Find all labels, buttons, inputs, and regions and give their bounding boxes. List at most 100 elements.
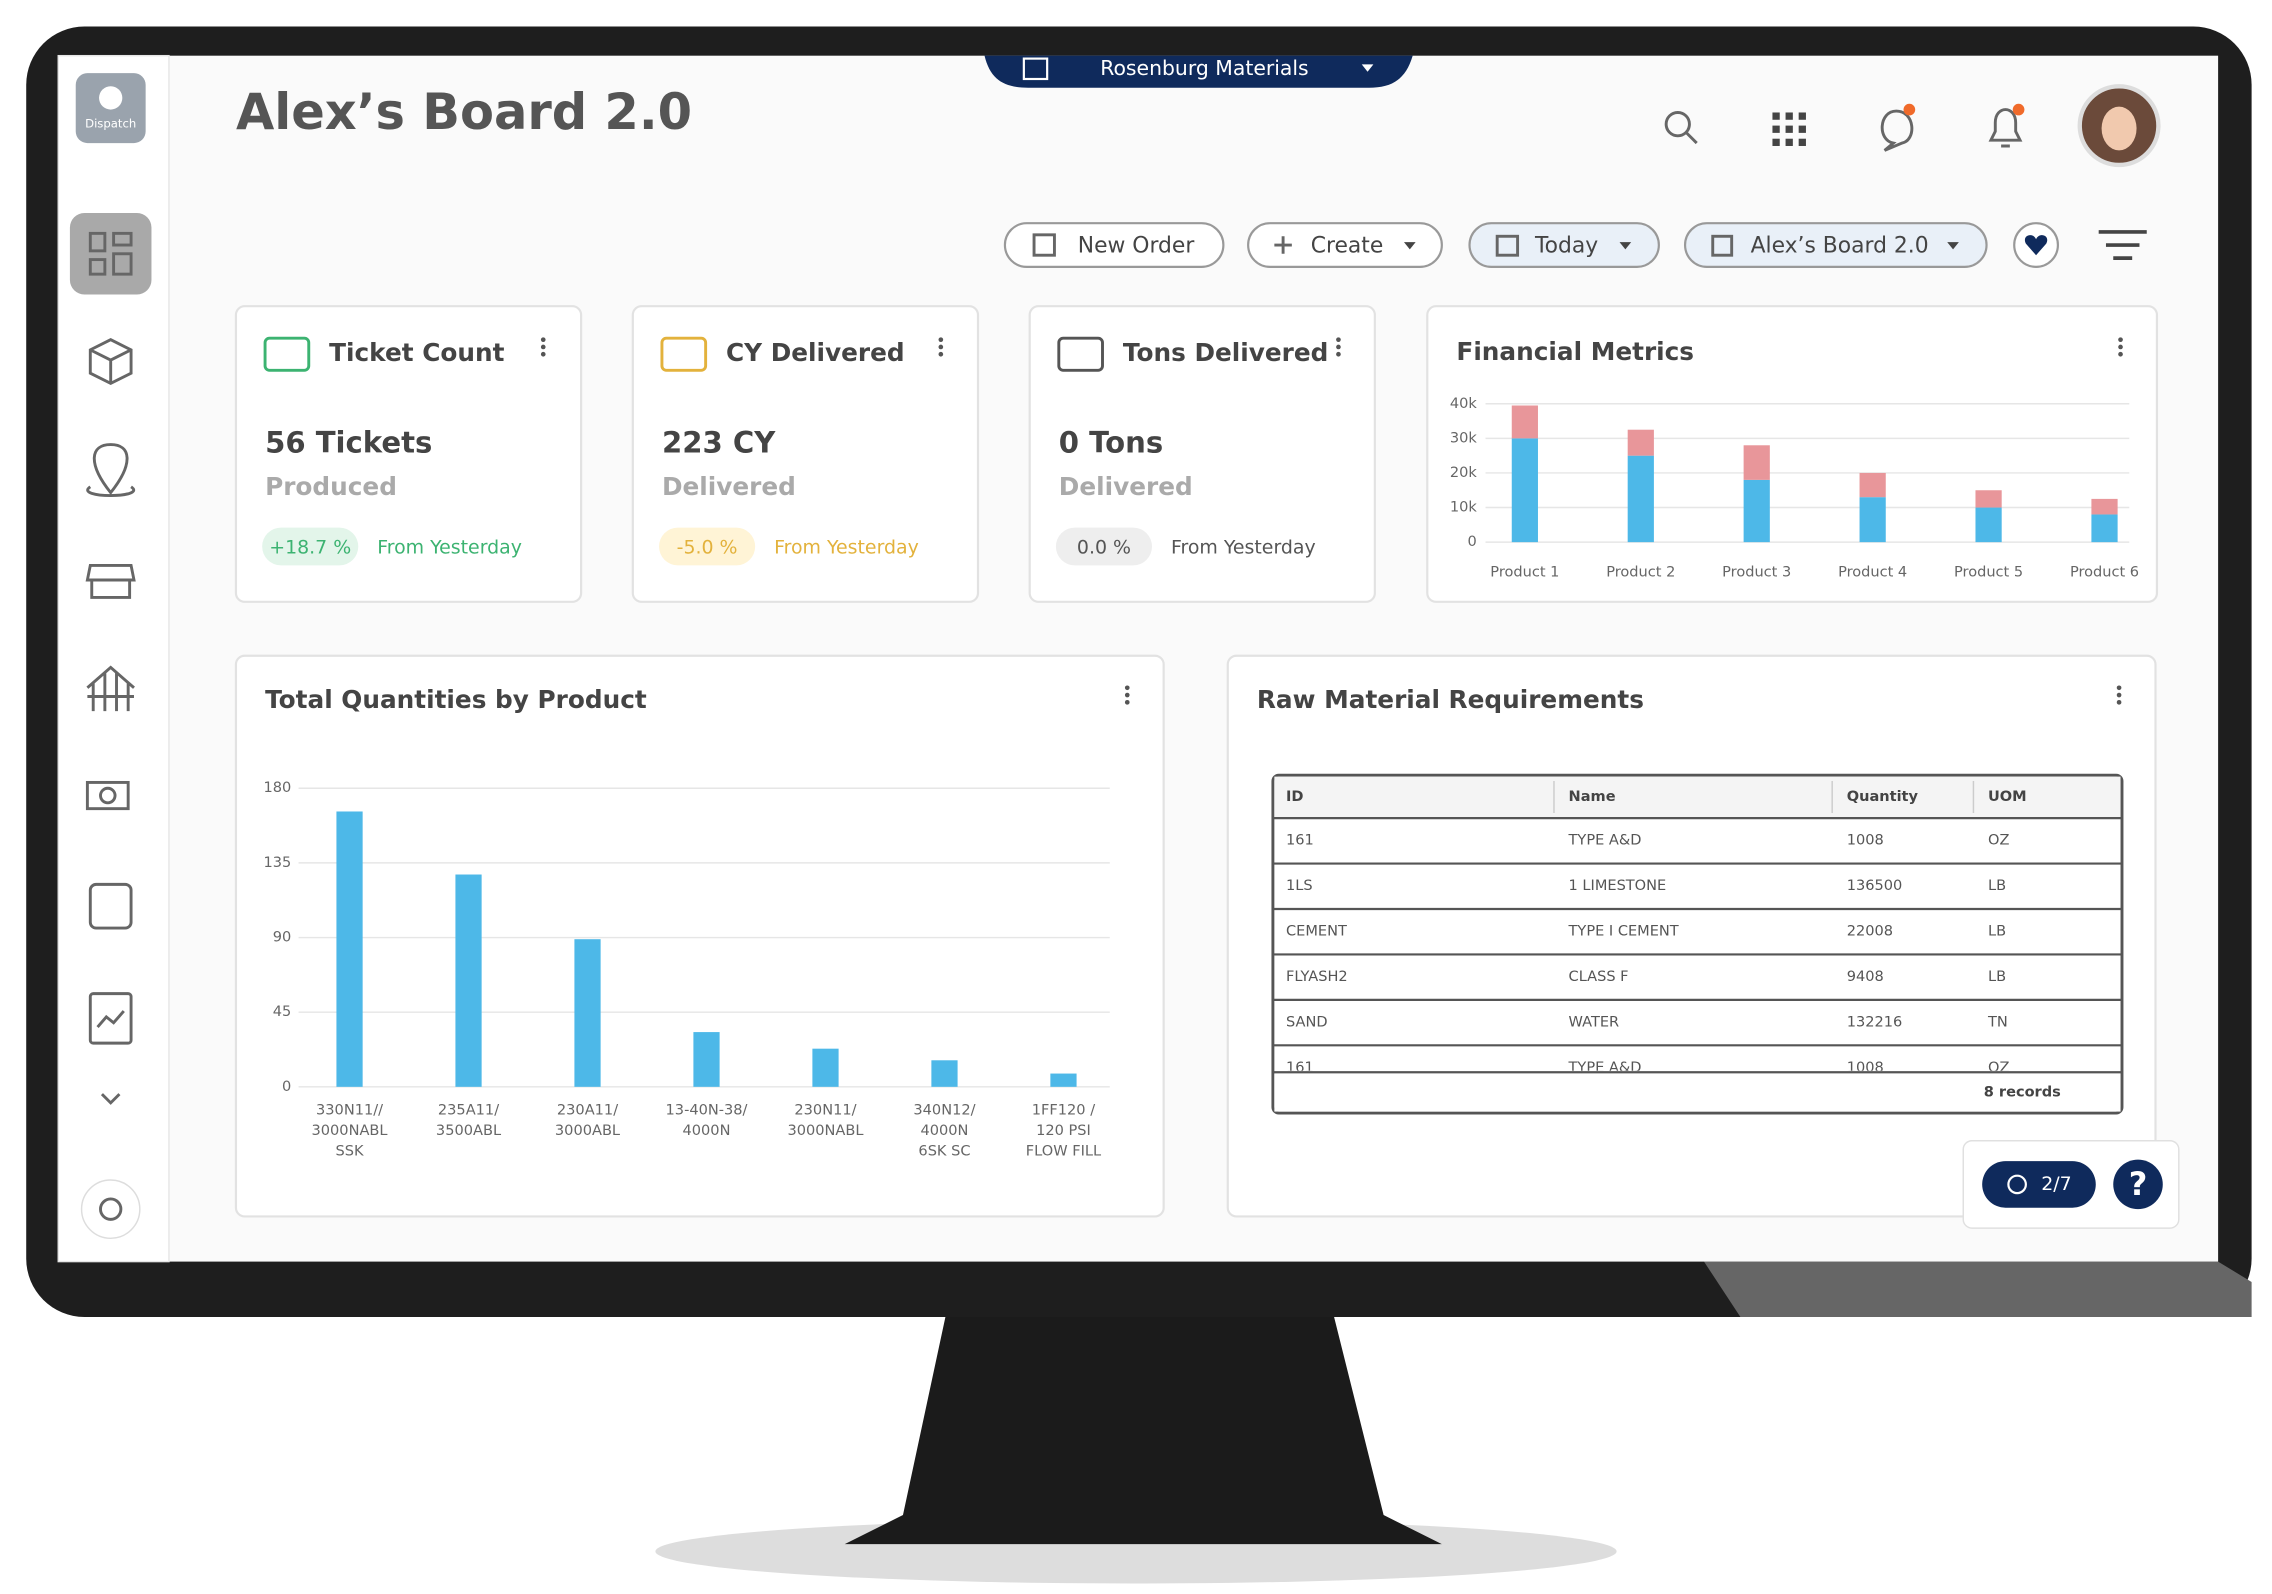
notifications-button[interactable] [1988,108,2023,148]
messages-button[interactable] [1880,109,1914,152]
nav-more[interactable] [100,1093,121,1105]
create-button[interactable] [1247,222,1443,268]
card-menu[interactable] [938,337,944,357]
x-tick-label: Product 4 [1838,564,1907,581]
table-cell: LB [1988,968,2006,985]
table-cell: 161 [1286,1059,1314,1076]
table-cell: 1008 [1847,832,1884,849]
kpi-value: 223 CY [662,426,776,460]
plus-icon [1274,236,1292,254]
search-button[interactable] [1664,111,1691,138]
y-tick-label: 30k [1450,429,1478,446]
nav-billing[interactable] [85,780,130,811]
button-label: Today [1534,233,1598,258]
table-cell: FLYASH2 [1286,968,1348,985]
bar-segment [1859,472,1886,498]
monitor-stand [844,1311,1442,1545]
bar-segment [1627,455,1654,543]
nav-icon [88,231,107,253]
apps-button[interactable] [1772,112,1806,146]
table-header [1274,776,2121,818]
menu-dot [1124,700,1130,705]
table-cell: TN [1987,1013,2008,1030]
table-cell: 1LS [1286,877,1313,894]
bezel-highlight [1704,1261,2252,1317]
nav-store[interactable] [85,563,136,599]
table-cell: TYPE I CEMENT [1568,923,1679,940]
kpi-change-pill [659,527,756,566]
menu-dot [1336,344,1341,350]
progress-icon [2007,1174,2027,1195]
nav-plant[interactable] [86,665,135,712]
bar-segment [1859,497,1886,543]
card-menu[interactable] [1336,337,1341,357]
y-tick-label: 10k [1450,499,1478,516]
card-menu[interactable] [1124,685,1130,705]
button-label: New Order [1078,233,1195,258]
bar-segment [1627,429,1654,456]
card-menu[interactable] [540,337,546,357]
card-menu[interactable] [2118,337,2123,357]
menu-dot [1124,692,1130,698]
menu-dot [1124,685,1130,691]
nav-dashboard[interactable] [69,212,152,295]
card-title: Total Quantities by Product [265,685,647,714]
x-tick-label-text: 235A11/ 3500ABL [435,1102,502,1140]
x-tick-label: 230N11/ 3000NABL [787,1103,863,1139]
y-tick-label: 0 [282,1078,291,1095]
bar-segment [1511,438,1538,543]
card-menu[interactable] [2116,685,2122,705]
financial-card [1426,305,2159,603]
kpi-caption: Produced [265,472,397,501]
menu-dot [2116,685,2122,691]
dropdown-arrow [1947,242,1959,250]
bar [931,1060,958,1087]
new-order-button[interactable] [1003,222,1225,268]
nav-reports[interactable] [88,992,133,1045]
bar-segment [1743,479,1770,543]
x-tick-label: 330N11// 3000NABL SSK [312,1103,388,1160]
progress-label: 2/7 [2041,1173,2071,1195]
kpi-title: CY Delivered [726,338,905,367]
x-tick-label-text: 13-40N-38/ 4000N [665,1102,748,1140]
menu-dot [540,344,546,350]
x-tick-label: Product 1 [1490,564,1559,581]
x-tick-label: Product 6 [2070,564,2139,581]
progress-button[interactable] [1982,1161,2096,1208]
table-cell: OZ [1988,832,2009,849]
kpi-icon [660,336,708,372]
table-cell: 136500 [1847,877,1903,894]
kpi-change: 0.0 % [1077,536,1131,558]
board-button[interactable] [1683,222,1988,268]
company-selector[interactable] [984,55,1413,88]
table-cell: LB [1988,877,2006,894]
x-tick-label: 230A11/ 3000ABL [555,1103,620,1139]
help-button[interactable] [2113,1159,2163,1210]
column-header: UOM [1988,788,2027,805]
card-title: Raw Material Requirements [1257,685,1644,714]
settings-button[interactable] [80,1179,141,1240]
dropdown-arrow [1403,242,1416,250]
menu-dot [938,351,944,357]
column-header: Quantity [1847,788,1919,805]
nav-trucks[interactable] [88,882,133,930]
x-tick-label: Product 3 [1722,564,1791,581]
filter-button[interactable] [2098,230,2147,260]
company-icon [1022,57,1049,81]
bar [336,811,363,1087]
x-tick-label: 13-40N-38/ 4000N [665,1102,748,1140]
menu-dot [2118,351,2123,357]
nav-locations[interactable] [86,443,136,497]
nav-billing-coin [99,786,117,805]
bar-segment [1975,507,2002,543]
x-tick-label: 235A11/ 3500ABL [435,1102,502,1140]
menu-dot [2118,337,2123,343]
nav-products[interactable] [88,338,133,386]
table-cell: SAND [1286,1013,1328,1030]
y-tick-label: 20k [1450,464,1478,481]
x-tick-label: 340N12/ 4000N 6SK SC [913,1103,975,1160]
menu-dot [938,337,944,343]
kpi-title: Tons Delivered [1123,338,1329,367]
button-label: Alex’s Board 2.0 [1751,233,1929,258]
